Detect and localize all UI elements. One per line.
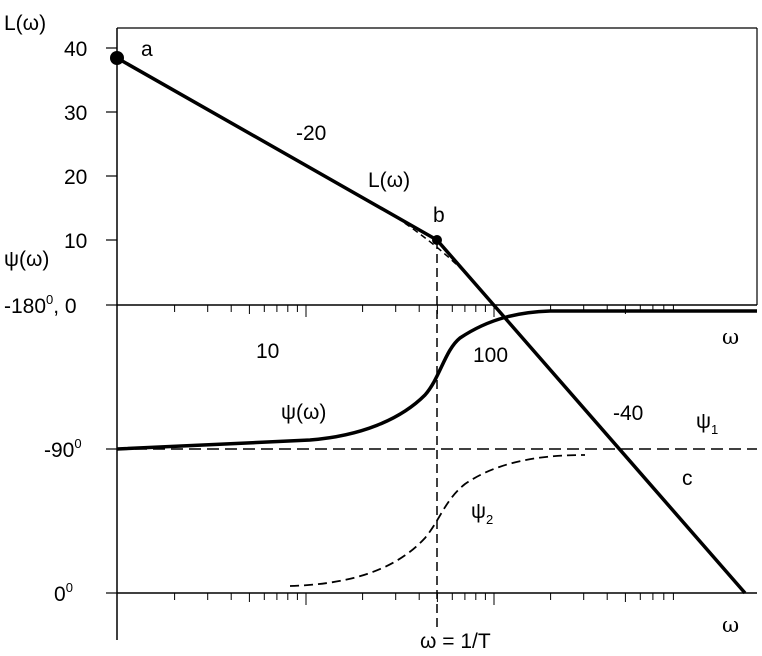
curve-label-phase: ψ(ω) (281, 401, 326, 424)
slope-label-minus40: -40 (613, 402, 643, 425)
curve-label-psi1: ψ1 (696, 410, 718, 437)
tick-label-minus180-zero: -1800, 0 (4, 292, 77, 318)
omega-axis-label-mid: ω (722, 325, 739, 349)
curve-label-magnitude: L(ω) (368, 169, 410, 192)
point-a-label: a (141, 38, 153, 61)
omega-axis-label-bottom: ω (722, 613, 739, 637)
tick-label-40: 40 (64, 38, 87, 61)
point-a-marker (110, 51, 124, 65)
phase-curve (116, 309, 757, 451)
y-axis-label-phase: ψ(ω) (4, 248, 49, 271)
corner-frequency-label: ω = 1/T (420, 630, 491, 653)
psi2-curve (289, 454, 586, 587)
x-label-10: 10 (256, 340, 279, 363)
log-ticks-phase-axis (174, 593, 674, 605)
tick-label-zero-degrees: 00 (54, 580, 73, 606)
tick-label-20: 20 (64, 166, 87, 189)
x-label-100: 100 (473, 344, 508, 367)
magnitude-asymptote (116, 56, 747, 595)
point-c-label: c (682, 467, 693, 490)
curve-label-psi2: ψ2 (471, 500, 493, 527)
tick-label-10: 10 (64, 230, 87, 253)
magnitude-exact-curve (387, 211, 471, 279)
tick-label-30: 30 (64, 102, 87, 125)
point-b-label: b (433, 204, 445, 227)
point-b-marker (432, 235, 442, 245)
tick-label-minus90: -900 (44, 436, 82, 462)
slope-label-minus20: -20 (296, 122, 326, 145)
y-axis-label-magnitude: L(ω) (4, 12, 46, 35)
y-ticks (106, 47, 117, 594)
